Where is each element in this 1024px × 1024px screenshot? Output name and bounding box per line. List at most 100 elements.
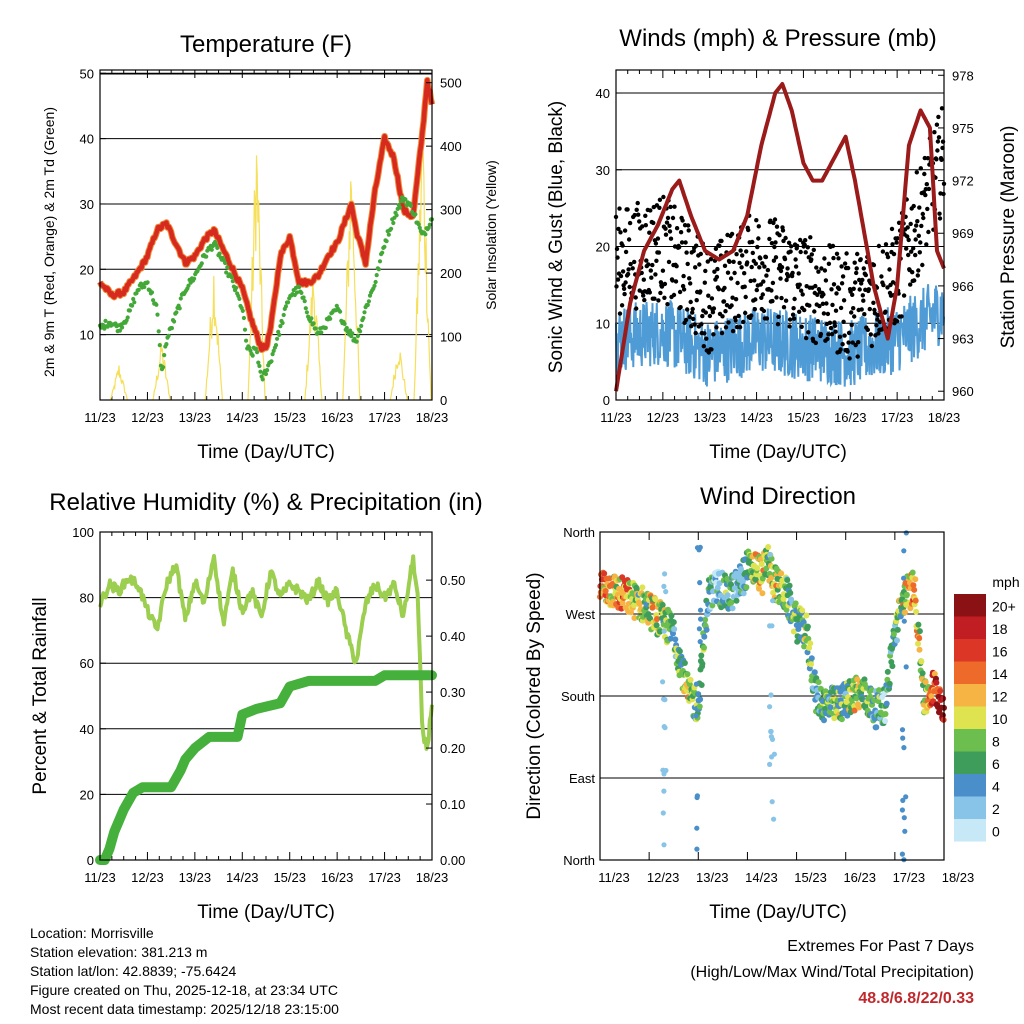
dewpoint-point [359,323,364,328]
gust-point [643,213,648,218]
gust-point [713,246,719,251]
gust-point [936,135,942,140]
gust-point [763,254,769,260]
gust-point [705,259,710,264]
gust-point [834,291,839,296]
gust-point [830,302,835,308]
gust-point [909,249,914,254]
direction-point [931,670,938,677]
gust-point [760,261,765,266]
gust-point [887,267,892,272]
direction-point [805,635,812,642]
gust-point [836,256,841,261]
direction-point [695,691,702,697]
gust-point [774,295,779,300]
gust-point [764,273,769,278]
direction-point [769,799,775,805]
dewpoint-point [376,267,381,272]
direction-point [799,607,806,614]
gust-point [858,257,863,262]
legend-swatch [954,639,986,662]
gust-point [802,242,807,247]
legend-swatch [954,819,986,842]
direction-point [902,828,908,834]
gust-point [714,325,719,330]
legend-label: 4 [992,779,1000,795]
gust-point [753,261,758,266]
gust-point [847,356,852,361]
gust-point [855,354,860,359]
gust-point [641,277,646,282]
right-y-tick-label: 100 [440,330,462,345]
direction-point [768,574,775,581]
dewpoint-point [155,312,160,317]
direction-point [910,582,917,589]
gust-point [657,205,662,210]
gust-point [918,166,923,171]
gust-point [845,349,850,354]
dewpoint-point [234,285,239,290]
dewpoint-point [271,348,276,353]
gust-point [628,261,633,267]
dewpoint-point [304,310,309,315]
gust-point [752,278,757,283]
dewpoint-point [397,205,402,210]
direction-point [767,761,773,768]
gust-point [687,276,692,281]
direction-point [696,703,703,710]
gust-point [700,313,705,319]
direction-point [698,616,704,622]
direction-point [769,736,776,743]
dewpoint-point [270,352,275,357]
gust-point [820,301,826,306]
x-tick-label: 15/23 [273,870,306,885]
station-info: Location: Morrisville Station elevation:… [30,924,339,1019]
dewpoint-point [131,296,136,302]
y-tick-label: 30 [596,163,610,178]
gust-point [620,243,625,248]
dewpoint-point [319,330,324,335]
gust-point [799,288,804,293]
gust-point [782,256,788,262]
direction-point [918,658,925,665]
x-tick-label: 18/23 [416,410,449,425]
gust-point [895,236,900,241]
gust-point [919,223,924,229]
legend-label: 0 [992,824,1000,840]
direction-point [803,612,810,619]
gust-point [803,250,808,255]
dewpoint-point [277,332,282,337]
gust-point [785,266,790,271]
direction-point [886,680,893,687]
dewpoint-point [105,324,110,329]
gust-point [703,268,708,274]
gust-point [698,289,703,294]
gust-point [748,278,753,284]
legend-label: 16 [992,644,1008,660]
gust-point [745,260,750,265]
gust-point [678,305,683,310]
gust-point [691,316,696,322]
gust-point [702,280,707,285]
gust-point [807,303,812,308]
gust-point [922,171,927,177]
y-tick-label: 40 [80,722,94,737]
gust-point [842,333,847,338]
gust-point [676,245,682,250]
gust-point [846,330,852,336]
gust-point [861,266,866,271]
gust-point [774,224,780,229]
gust-point [802,307,807,313]
gust-point [904,246,909,251]
gust-point [648,268,653,273]
gust-point [816,269,821,274]
x-tick-label: 11/23 [84,870,116,885]
gust-point [918,240,923,245]
gust-point [831,255,836,261]
gust-point [757,265,762,270]
x-tick-label: 16/23 [843,870,876,885]
gust-point [641,293,646,298]
location-text: Location: Morrisville [30,925,154,941]
temperature-ylabel-left: 2m & 9m T (Red, Orange) & 2m Td (Green) [41,107,57,377]
gust-point [673,279,679,284]
